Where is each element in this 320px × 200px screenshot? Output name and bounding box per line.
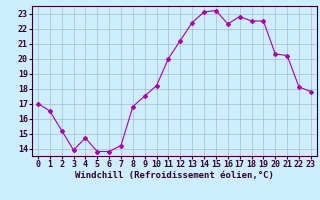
X-axis label: Windchill (Refroidissement éolien,°C): Windchill (Refroidissement éolien,°C) xyxy=(75,171,274,180)
